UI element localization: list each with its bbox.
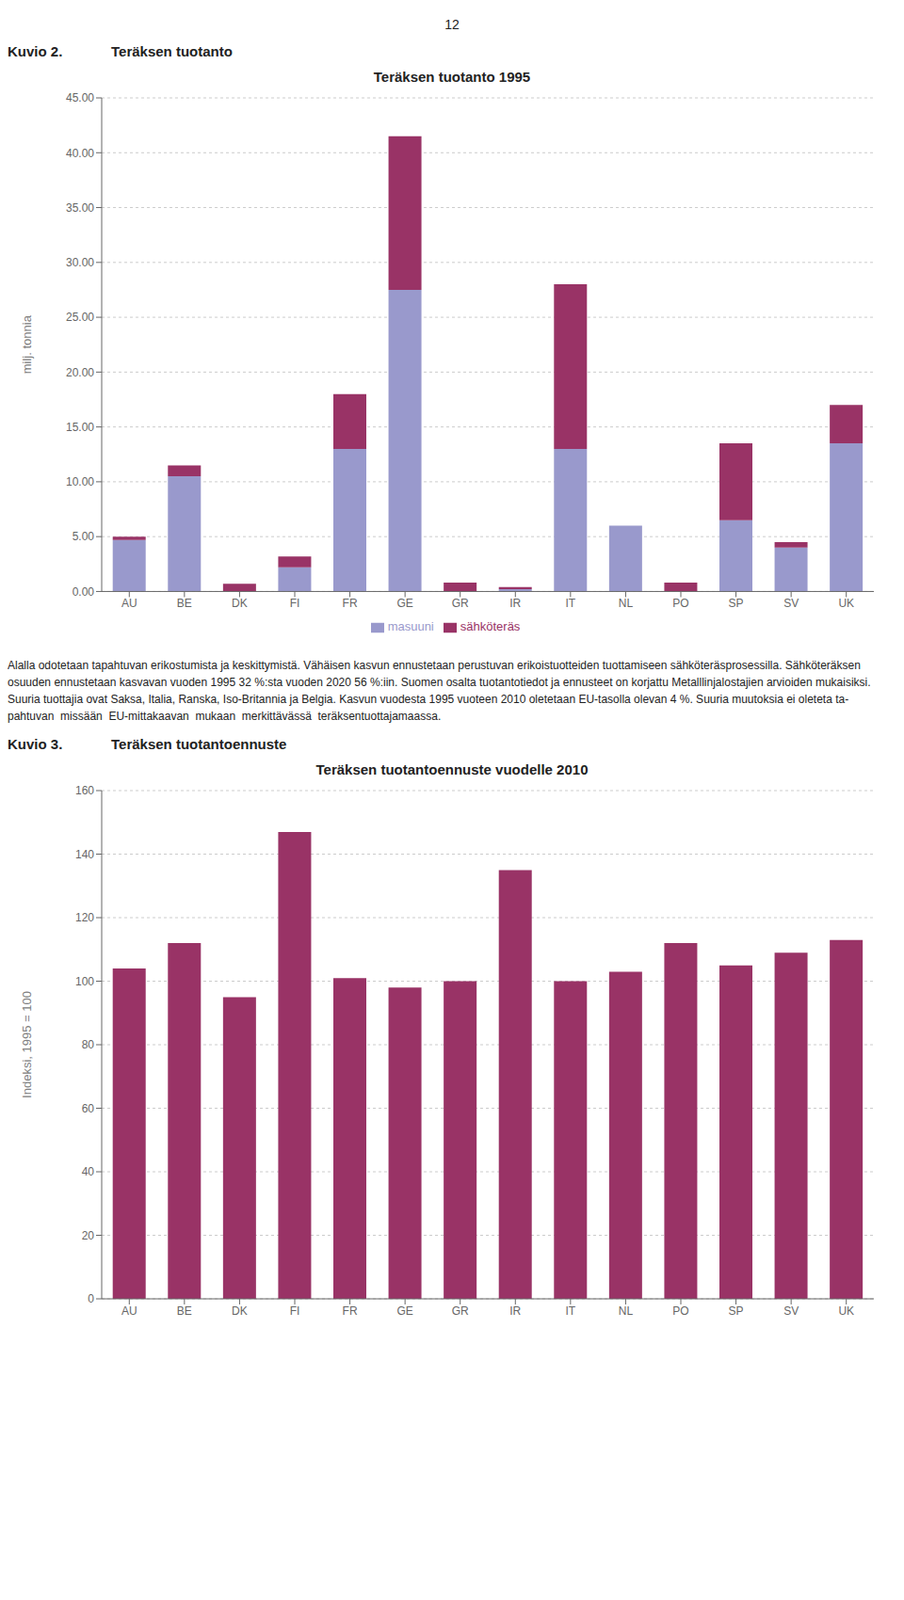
html-text:osuuden ennustetaan kasvavan v: osuuden ennustetaan kasvavan vuoden 1995…: [7, 676, 871, 690]
svg-text:60: 60: [81, 1102, 96, 1116]
svg-text:5.00: 5.00: [72, 530, 96, 544]
svg-text:UK: UK: [838, 597, 855, 611]
svg-text:0: 0: [87, 1292, 95, 1307]
svg-text:FI: FI: [290, 597, 301, 611]
svg-text:20.00: 20.00: [65, 366, 95, 380]
html-text:Teräksen tuotanto: Teräksen tuotanto: [111, 43, 233, 60]
svg-text:GE: GE: [396, 1305, 413, 1319]
svg-text:SP: SP: [728, 1305, 744, 1319]
svg-text:35.00: 35.00: [65, 201, 95, 215]
svg-text:DK: DK: [231, 597, 248, 611]
svg-text:AU: AU: [121, 1305, 138, 1319]
svg-text:40: 40: [81, 1165, 96, 1179]
html-text:pahtuvan missään EU-mittakaava: pahtuvan missään EU-mittakaavan mukaan m…: [7, 710, 441, 724]
svg-text:IT: IT: [565, 1305, 577, 1319]
svg-text:SV: SV: [783, 1305, 799, 1319]
svg-text:PO: PO: [672, 1305, 689, 1319]
svg-text:GR: GR: [452, 597, 469, 611]
svg-text:45.00: 45.00: [65, 91, 95, 105]
svg-text:NL: NL: [618, 1305, 634, 1319]
svg-text:DK: DK: [231, 1305, 248, 1319]
html-text:Teräksen tuotantoennuste: Teräksen tuotantoennuste: [111, 736, 287, 753]
svg-text:IR: IR: [509, 1305, 521, 1319]
html-text:Suuria tuottajia ovat Saksa, I: Suuria tuottajia ovat Saksa, Italia, Ran…: [7, 693, 849, 707]
svg-text:FI: FI: [290, 1305, 301, 1319]
html-text:Teräksen tuotantoennuste vuode: Teräksen tuotantoennuste vuodelle 2010: [315, 761, 589, 778]
svg-text:IT: IT: [565, 597, 577, 611]
html-text:Alalla odotetaan tapahtuvan er: Alalla odotetaan tapahtuvan erikostumist…: [7, 659, 861, 673]
html-text:sähköteräs: sähköteräs: [460, 619, 521, 635]
svg-text:milj. tonnia: milj. tonnia: [19, 314, 34, 374]
svg-text:SP: SP: [728, 597, 744, 611]
svg-text:BE: BE: [177, 1305, 193, 1319]
svg-text:20: 20: [81, 1229, 96, 1243]
svg-text:40.00: 40.00: [65, 146, 95, 161]
html-text:Kuvio 3.: Kuvio 3.: [7, 736, 63, 753]
svg-text:GR: GR: [452, 1305, 469, 1319]
svg-text:BE: BE: [177, 597, 193, 611]
svg-text:80: 80: [81, 1038, 96, 1052]
svg-text:FR: FR: [342, 1305, 358, 1319]
svg-text:UK: UK: [838, 1305, 855, 1319]
html-text:masuuni: masuuni: [387, 619, 434, 635]
svg-text:120: 120: [75, 911, 95, 925]
html-text:12: 12: [444, 16, 460, 33]
html-text:Teräksen tuotanto 1995: Teräksen tuotanto 1995: [373, 68, 531, 85]
svg-text:Indeksi, 1995 = 100: Indeksi, 1995 = 100: [19, 991, 34, 1099]
svg-text:IR: IR: [509, 597, 521, 611]
svg-text:30.00: 30.00: [65, 256, 95, 270]
svg-text:GE: GE: [396, 597, 413, 611]
svg-text:15.00: 15.00: [65, 420, 95, 435]
svg-text:PO: PO: [672, 597, 689, 611]
svg-text:0.00: 0.00: [72, 585, 96, 599]
svg-text:25.00: 25.00: [65, 310, 95, 324]
svg-text:AU: AU: [121, 597, 138, 611]
svg-text:FR: FR: [342, 597, 358, 611]
html-text:Kuvio 2.: Kuvio 2.: [7, 43, 63, 60]
svg-text:100: 100: [75, 975, 95, 989]
svg-text:SV: SV: [783, 597, 799, 611]
svg-text:NL: NL: [618, 597, 634, 611]
svg-text:160: 160: [75, 784, 95, 798]
svg-text:10.00: 10.00: [65, 475, 95, 489]
svg-text:140: 140: [75, 848, 95, 862]
